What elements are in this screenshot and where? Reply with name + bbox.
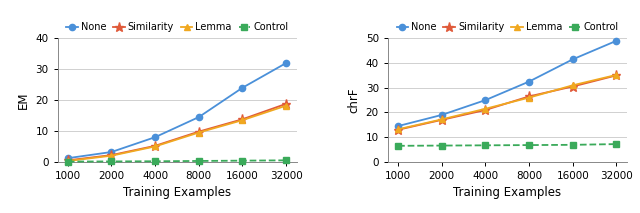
Line: Control: Control [396,141,619,149]
X-axis label: Training Examples: Training Examples [124,186,231,199]
Lemma [151,145,159,148]
Legend: None, Similarity, Lemma, Control: None, Similarity, Lemma, Control [67,22,288,32]
Control [108,160,115,163]
None [282,62,290,64]
Line: Similarity: Similarity [394,71,621,134]
Control [282,159,290,162]
None [151,136,159,138]
Similarity [151,145,159,147]
None [438,114,445,116]
Y-axis label: EM: EM [17,91,30,109]
Lemma [438,118,445,121]
Similarity [195,130,203,133]
Control [394,145,402,147]
Lemma [481,108,489,110]
Similarity [64,159,72,162]
Legend: None, Similarity, Lemma, Control: None, Similarity, Lemma, Control [397,22,618,32]
Control [438,144,445,147]
None [108,151,115,153]
None [239,86,246,89]
Control [525,144,533,146]
Similarity [394,128,402,131]
None [481,99,489,101]
None [64,157,72,160]
Line: None: None [65,60,289,161]
Control [612,143,620,145]
Lemma [612,74,620,76]
Line: Lemma: Lemma [395,72,620,132]
Similarity [239,118,246,121]
Control [64,160,72,163]
Similarity [438,119,445,121]
Similarity [525,95,533,98]
X-axis label: Training Examples: Training Examples [454,186,561,199]
Line: Lemma: Lemma [65,102,289,164]
None [525,80,533,83]
Lemma [525,96,533,99]
Control [239,159,246,162]
Control [569,144,577,146]
None [612,40,620,42]
Control [151,160,159,163]
Lemma [239,119,246,121]
Lemma [195,131,203,134]
None [394,125,402,127]
Similarity [612,74,620,77]
Y-axis label: chrF: chrF [347,87,360,113]
Lemma [569,84,577,86]
Similarity [108,154,115,156]
Line: None: None [395,38,620,129]
Lemma [282,104,290,107]
Similarity [282,102,290,105]
None [195,116,203,118]
Control [195,160,203,162]
Similarity [569,85,577,88]
Similarity [481,109,489,111]
Lemma [394,128,402,131]
Lemma [64,160,72,162]
None [569,58,577,61]
Line: Control: Control [65,158,289,164]
Control [481,144,489,147]
Line: Similarity: Similarity [63,99,291,165]
Lemma [108,154,115,157]
